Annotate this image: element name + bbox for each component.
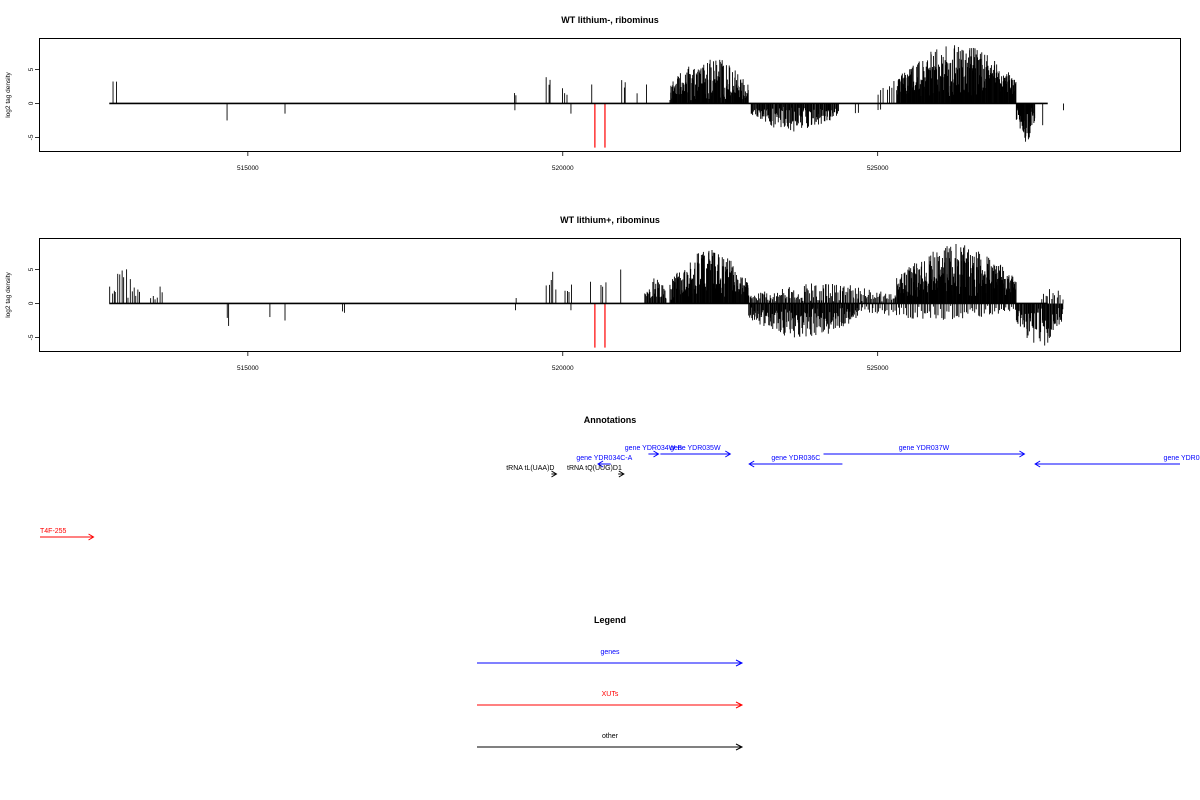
legend-entry: other [477, 733, 744, 751]
arrow-head-icon [735, 701, 744, 709]
plot-frame [39, 38, 1181, 152]
y-tick-label: -5 [28, 134, 35, 140]
annotation-item: gene YDR035W [660, 445, 732, 458]
arrow-head-icon [551, 470, 558, 478]
y-tick-label: -5 [28, 334, 35, 340]
annotation-item: gene YDR036C [748, 455, 843, 468]
arrow-head-icon [735, 659, 744, 667]
y-axis-label: log2 tag density [5, 71, 12, 117]
panel-title: WT lithium-, ribominus [561, 15, 659, 25]
annotation-item: T4F-255 [40, 528, 95, 541]
annotation-label: T4F-255 [40, 528, 67, 535]
annotation-item: gene YDR034W-B [625, 445, 683, 458]
arrow-head-icon [88, 533, 95, 541]
annotation-item: gene YDR034C-A [576, 455, 633, 468]
arrow-head-icon [653, 450, 660, 458]
coverage-bars [109, 45, 1064, 148]
legend-label: other [602, 733, 619, 740]
annotation-item: gene YDR038C [1034, 455, 1200, 468]
legend-entry: XUTs [477, 691, 744, 709]
coverage-panel-lithium-minus: WT lithium-, ribominus log2 tag density … [5, 15, 1181, 172]
arrow-head-icon [725, 450, 732, 458]
x-tick-label: 515000 [237, 365, 259, 372]
x-tick-label: 520000 [552, 165, 574, 172]
annotation-label: gene YDR035W [670, 445, 721, 452]
annotation-label: gene YDR037W [899, 445, 950, 452]
annotation-label: gene YDR034W-B [625, 445, 683, 452]
x-tick-label: 525000 [867, 365, 889, 372]
annotation-label: tRNA tQ(UUG)D1 [567, 465, 622, 472]
arrow-head-icon [618, 470, 625, 478]
y-tick-label: 5 [28, 267, 35, 271]
legend-items: genes XUTs other [477, 649, 744, 751]
annotation-label: gene YDR038C [1164, 455, 1200, 462]
legend-label: genes [600, 649, 620, 656]
panel-title: WT lithium+, ribominus [560, 215, 660, 225]
annotations-title: Annotations [584, 415, 637, 425]
x-tick-label: 520000 [552, 365, 574, 372]
arrow-head-icon [748, 460, 755, 468]
axes: -5 0 5 515000 520000 525000 [28, 267, 889, 372]
arrow-head-icon [1019, 450, 1026, 458]
y-tick-label: 5 [28, 67, 35, 71]
coverage-bars [109, 244, 1064, 348]
annotation-label: tRNA tL(UAA)D [506, 465, 554, 472]
axes: -5 0 5 515000 520000 525000 [28, 67, 889, 172]
annotation-item: gene YDR037W [823, 445, 1026, 458]
y-tick-label: 0 [28, 301, 35, 305]
y-axis-label: log2 tag density [5, 271, 12, 317]
arrow-head-icon [735, 743, 744, 751]
arrow-head-icon [1034, 460, 1041, 468]
y-tick-label: 0 [28, 101, 35, 105]
legend-title: Legend [594, 615, 626, 625]
legend-entry: genes [477, 649, 744, 667]
annotation-label: gene YDR034C-A [576, 455, 632, 462]
annotation-item: tRNA tL(UAA)D [506, 465, 558, 478]
plot-frame [39, 238, 1181, 352]
arrow-head-icon [597, 460, 604, 468]
coverage-panel-lithium-plus: WT lithium+, ribominus log2 tag density … [5, 215, 1181, 372]
x-tick-label: 525000 [867, 165, 889, 172]
legend-label: XUTs [602, 691, 619, 698]
x-tick-label: 515000 [237, 165, 259, 172]
annotation-item: tRNA tQ(UUG)D1 [567, 465, 625, 478]
annotation-label: gene YDR036C [771, 455, 820, 462]
legend: Legend genes XUTs other [477, 615, 744, 751]
